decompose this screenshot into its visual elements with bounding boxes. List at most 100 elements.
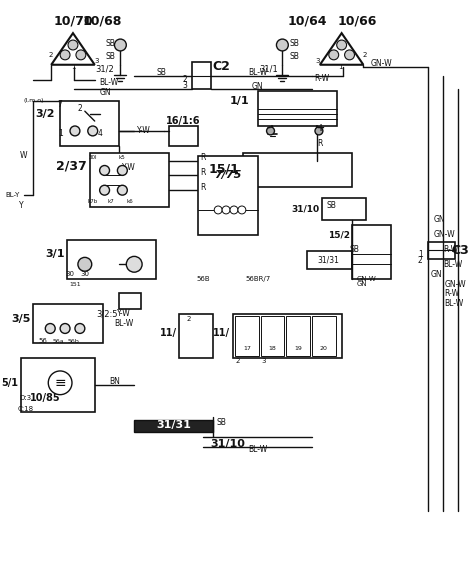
Text: R: R	[317, 139, 323, 148]
Bar	[134, 420, 213, 432]
Text: 56a: 56a	[52, 339, 64, 344]
Text: 2: 2	[418, 256, 423, 265]
Circle shape	[126, 257, 142, 272]
Text: 56BR/7: 56BR/7	[245, 276, 270, 282]
Text: GN-W: GN-W	[370, 59, 392, 68]
Text: SB: SB	[349, 245, 359, 254]
Text: 31/31: 31/31	[318, 256, 340, 265]
Text: BL-W: BL-W	[444, 299, 464, 308]
Bar	[235, 316, 259, 356]
Circle shape	[100, 165, 109, 176]
Text: 2: 2	[362, 52, 366, 58]
Bar	[34, 304, 102, 343]
Bar	[233, 313, 342, 358]
Bar	[199, 156, 258, 235]
Text: 11/: 11/	[213, 328, 230, 339]
Text: 10/70: 10/70	[53, 15, 93, 28]
Bar	[179, 313, 213, 358]
Text: 19: 19	[294, 346, 302, 351]
Bar	[312, 316, 336, 356]
Text: 3/2: 3/2	[36, 109, 55, 119]
Text: BL-W: BL-W	[100, 78, 119, 87]
Text: W: W	[20, 151, 27, 160]
Text: R-W: R-W	[444, 289, 459, 298]
Circle shape	[276, 39, 288, 51]
Bar	[286, 316, 310, 356]
Text: 2: 2	[186, 316, 191, 321]
Text: 31/10: 31/10	[292, 204, 320, 214]
Text: ≡: ≡	[55, 376, 66, 390]
Text: 7: 7	[58, 100, 63, 108]
Text: 31/31: 31/31	[156, 420, 191, 430]
Text: 2: 2	[78, 104, 82, 113]
Text: SB: SB	[289, 52, 299, 61]
Bar	[352, 225, 391, 279]
Bar	[243, 153, 352, 187]
Text: 3: 3	[316, 58, 320, 64]
Text: 3: 3	[182, 81, 188, 90]
Text: R: R	[201, 183, 206, 192]
Text: C2: C2	[212, 60, 230, 73]
Circle shape	[114, 39, 126, 51]
Text: GN: GN	[430, 270, 442, 278]
Text: C:18: C:18	[18, 406, 34, 413]
Text: Y: Y	[19, 200, 24, 210]
Text: 30l: 30l	[89, 155, 97, 160]
Text: SB: SB	[106, 38, 116, 48]
Bar	[191, 62, 211, 90]
Circle shape	[68, 40, 78, 50]
Text: 1: 1	[418, 250, 423, 259]
Text: 18: 18	[269, 346, 276, 351]
Text: BL-W: BL-W	[248, 445, 267, 455]
Text: 2: 2	[48, 52, 53, 58]
Circle shape	[214, 206, 222, 214]
Bar	[169, 126, 199, 146]
Circle shape	[238, 206, 246, 214]
Text: R-W: R-W	[443, 245, 458, 254]
Text: 1: 1	[72, 64, 76, 69]
Text: 1: 1	[338, 64, 343, 69]
Text: 10/66: 10/66	[338, 15, 377, 28]
Circle shape	[70, 126, 80, 136]
Text: +: +	[317, 123, 325, 133]
Text: 10/85: 10/85	[30, 393, 61, 402]
Bar	[261, 316, 284, 356]
Bar	[21, 358, 95, 413]
Circle shape	[230, 206, 238, 214]
Text: SB: SB	[157, 68, 167, 77]
Circle shape	[88, 126, 98, 136]
Text: BL-W: BL-W	[115, 319, 134, 328]
Text: 10/64: 10/64	[287, 15, 327, 28]
Circle shape	[222, 206, 230, 214]
Text: GN-W: GN-W	[434, 230, 455, 239]
Text: 56B: 56B	[197, 276, 210, 282]
Text: 1/1: 1/1	[230, 96, 250, 106]
Circle shape	[329, 50, 339, 60]
Text: BL-Y: BL-Y	[5, 192, 19, 198]
Text: 30: 30	[80, 271, 89, 277]
Text: 11/: 11/	[160, 328, 177, 339]
Text: R: R	[201, 153, 206, 162]
Text: GN: GN	[434, 215, 445, 224]
Circle shape	[60, 324, 70, 333]
Text: 3: 3	[261, 358, 266, 364]
Text: 30: 30	[65, 271, 74, 277]
Text: 4: 4	[97, 129, 102, 138]
Text: GN-W: GN-W	[444, 280, 466, 289]
Bar	[307, 251, 352, 269]
Circle shape	[345, 50, 355, 60]
Text: 15/1: 15/1	[209, 163, 240, 176]
Text: Y-W: Y-W	[137, 126, 151, 135]
Bar	[258, 91, 337, 126]
Text: 7/75: 7/75	[214, 170, 242, 180]
Text: 16/1:6: 16/1:6	[166, 116, 201, 126]
Text: 1: 1	[58, 129, 63, 138]
Circle shape	[118, 185, 128, 195]
Text: GN-W: GN-W	[356, 276, 376, 282]
Text: BN: BN	[109, 377, 120, 386]
Text: BL-W: BL-W	[248, 68, 267, 77]
Text: 31/10: 31/10	[210, 439, 246, 449]
Text: 2: 2	[236, 358, 240, 364]
Text: k6: k6	[127, 199, 134, 204]
Text: SB: SB	[216, 418, 226, 427]
